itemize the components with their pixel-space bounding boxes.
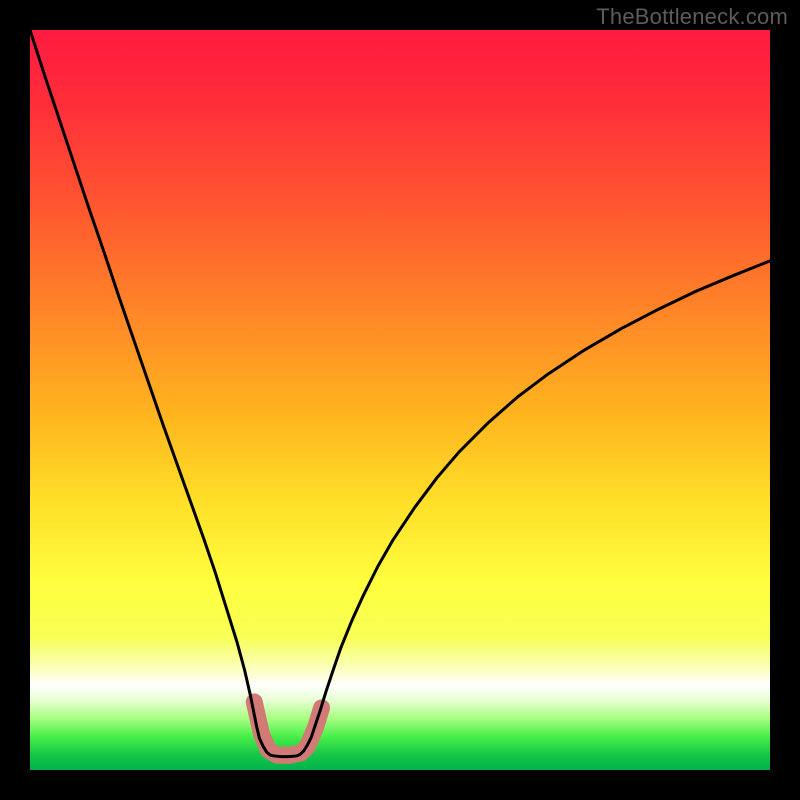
chart-svg — [30, 30, 770, 770]
watermark-text: TheBottleneck.com — [596, 4, 788, 30]
plot-area — [30, 30, 770, 770]
chart-container: TheBottleneck.com — [0, 0, 800, 800]
